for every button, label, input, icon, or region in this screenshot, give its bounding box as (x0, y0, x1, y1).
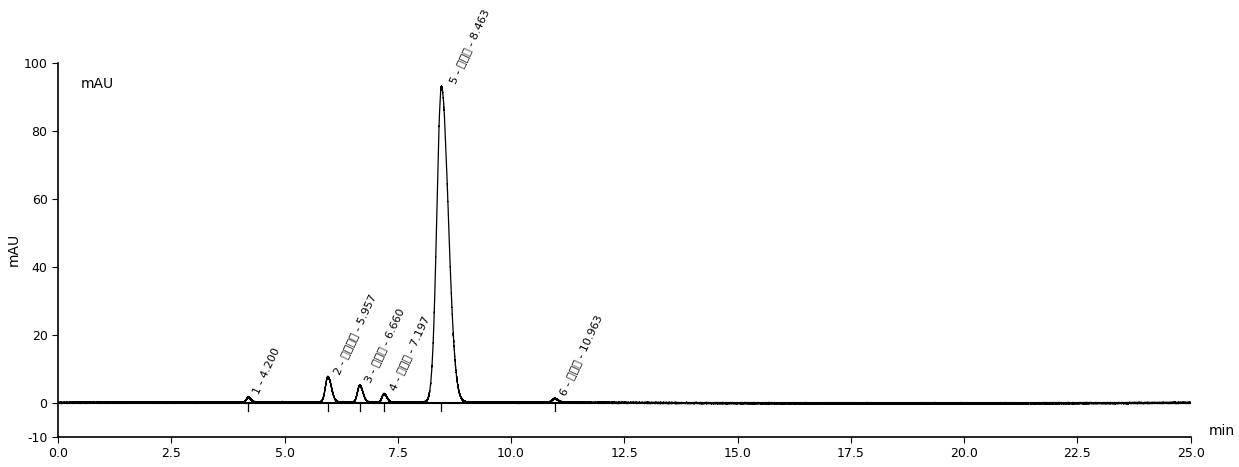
Text: 3 - 亲氨酸 - 6.660: 3 - 亲氨酸 - 6.660 (363, 307, 406, 384)
Text: 6 - 丁氨酸 - 10.963: 6 - 丁氨酸 - 10.963 (559, 313, 605, 397)
Text: 2 - 苯丙氨酸 - 5.957: 2 - 苯丙氨酸 - 5.957 (332, 292, 378, 375)
Y-axis label: mAU: mAU (7, 234, 21, 267)
Text: mAU: mAU (81, 77, 114, 91)
Text: 1 - 4.200: 1 - 4.200 (252, 347, 282, 396)
Text: min: min (1209, 425, 1235, 439)
Text: 5 - 缬氨酸 - 8.463: 5 - 缬氨酸 - 8.463 (449, 8, 492, 85)
Text: 4 - 苏氨酸 - 7.197: 4 - 苏氨酸 - 7.197 (388, 315, 431, 392)
